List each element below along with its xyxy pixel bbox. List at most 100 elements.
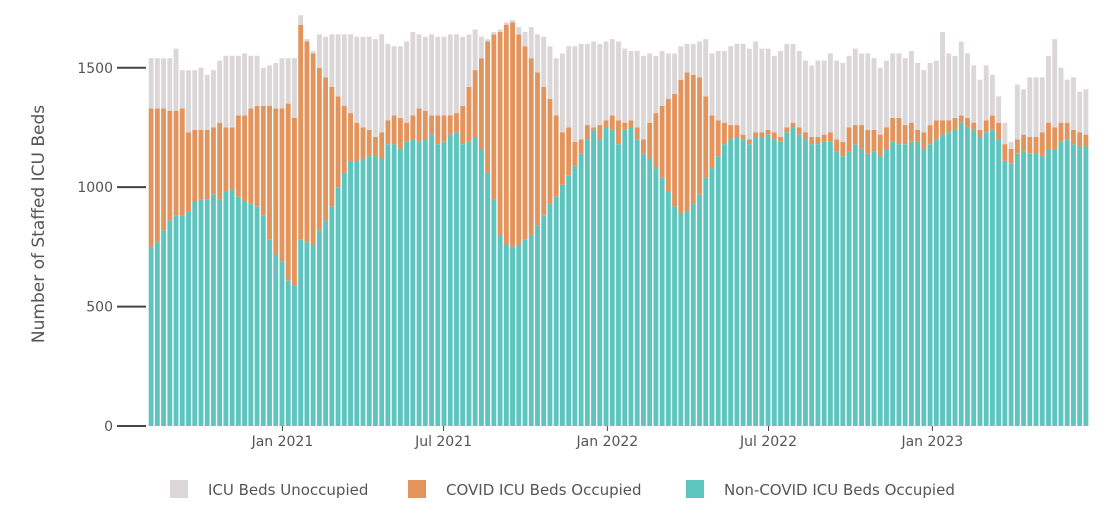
bar-segment-covid-icu-beds-occupied xyxy=(940,120,945,135)
bar-segment-non-covid-icu-beds-occupied xyxy=(454,132,459,426)
bar-segment-covid-icu-beds-occupied xyxy=(603,120,609,128)
bar-segment-covid-icu-beds-occupied xyxy=(179,108,185,216)
bar-segment-icu-beds-unoccupied xyxy=(703,39,709,97)
bar-segment-icu-beds-unoccupied xyxy=(653,55,659,114)
bar-segment-non-covid-icu-beds-occupied xyxy=(341,172,347,426)
bar-segment-non-covid-icu-beds-occupied xyxy=(167,220,173,426)
bar-segment-covid-icu-beds-occupied xyxy=(472,70,478,138)
bar-segment-covid-icu-beds-occupied xyxy=(871,129,877,152)
bar-segment-icu-beds-unoccupied xyxy=(753,41,759,133)
bar-segment-icu-beds-unoccupied xyxy=(410,31,416,116)
bar-segment-covid-icu-beds-occupied xyxy=(703,96,709,178)
bar-segment-covid-icu-beds-occupied xyxy=(659,105,665,178)
bar-segment-non-covid-icu-beds-occupied xyxy=(478,148,484,426)
bar-segment-icu-beds-unoccupied xyxy=(884,60,889,128)
bar-segment-icu-beds-unoccupied xyxy=(1002,122,1008,145)
bar-segment-covid-icu-beds-occupied xyxy=(566,127,572,176)
bar-segment-non-covid-icu-beds-occupied xyxy=(890,141,896,427)
bar-segment-non-covid-icu-beds-occupied xyxy=(728,139,734,426)
bar-segment-covid-icu-beds-occupied xyxy=(933,120,939,140)
bar-segment-icu-beds-unoccupied xyxy=(491,31,497,35)
bar-segment-covid-icu-beds-occupied xyxy=(996,122,1002,140)
bar-segment-covid-icu-beds-occupied xyxy=(329,86,335,207)
bar-segment-icu-beds-unoccupied xyxy=(734,43,740,126)
bar-segment-covid-icu-beds-occupied xyxy=(267,105,272,240)
bar-segment-covid-icu-beds-occupied xyxy=(366,129,372,157)
bar-segment-non-covid-icu-beds-occupied xyxy=(510,246,515,426)
bar-segment-non-covid-icu-beds-occupied xyxy=(254,206,260,426)
bar-segment-icu-beds-unoccupied xyxy=(1058,67,1064,123)
bar-segment-icu-beds-unoccupied xyxy=(840,62,846,142)
bar-segment-covid-icu-beds-occupied xyxy=(260,105,266,216)
bar-segment-non-covid-icu-beds-occupied xyxy=(641,153,646,427)
bar-segment-non-covid-icu-beds-occupied xyxy=(690,203,696,426)
bar-segment-non-covid-icu-beds-occupied xyxy=(703,177,709,426)
bar-segment-covid-icu-beds-occupied xyxy=(641,139,646,154)
bar-segment-icu-beds-unoccupied xyxy=(908,51,914,123)
bar-segment-non-covid-icu-beds-occupied xyxy=(285,280,291,426)
bar-segment-icu-beds-unoccupied xyxy=(547,46,553,99)
y-tick-label: 1500 xyxy=(77,61,113,77)
bar-segment-icu-beds-unoccupied xyxy=(859,53,864,126)
bar-segment-icu-beds-unoccupied xyxy=(634,51,640,128)
bar-segment-icu-beds-unoccupied xyxy=(429,34,434,116)
bar-segment-non-covid-icu-beds-occupied xyxy=(852,144,858,426)
bar-segment-covid-icu-beds-occupied xyxy=(821,134,827,142)
bar-segment-non-covid-icu-beds-occupied xyxy=(547,203,553,426)
bar-segment-icu-beds-unoccupied xyxy=(983,65,989,121)
bar-segment-non-covid-icu-beds-occupied xyxy=(422,139,428,426)
bar-segment-covid-icu-beds-occupied xyxy=(485,41,491,173)
bar-segment-icu-beds-unoccupied xyxy=(397,46,403,118)
bar-segment-covid-icu-beds-occupied xyxy=(778,137,783,142)
bar-segment-covid-icu-beds-occupied xyxy=(248,108,254,204)
bar-segment-icu-beds-unoccupied xyxy=(217,60,223,123)
bar-segment-icu-beds-unoccupied xyxy=(852,48,858,126)
bar-segment-covid-icu-beds-occupied xyxy=(1077,132,1083,147)
bar-segment-icu-beds-unoccupied xyxy=(478,36,484,59)
bar-segment-icu-beds-unoccupied xyxy=(628,51,634,121)
bar-segment-non-covid-icu-beds-occupied xyxy=(466,141,472,427)
bar-segment-covid-icu-beds-occupied xyxy=(211,127,216,195)
bar-segment-covid-icu-beds-occupied xyxy=(516,34,522,245)
bar-segment-covid-icu-beds-occupied xyxy=(1033,137,1039,154)
bar-segment-icu-beds-unoccupied xyxy=(167,58,173,111)
bar-segment-non-covid-icu-beds-occupied xyxy=(591,129,596,427)
bar-segment-icu-beds-unoccupied xyxy=(254,55,260,106)
bar-segment-icu-beds-unoccupied xyxy=(267,65,272,106)
bar-segment-covid-icu-beds-occupied xyxy=(173,110,179,216)
bar-segment-non-covid-icu-beds-occupied xyxy=(884,148,889,426)
bar-segment-icu-beds-unoccupied xyxy=(684,43,690,73)
bar-segment-non-covid-icu-beds-occupied xyxy=(541,215,547,426)
bar-segment-icu-beds-unoccupied xyxy=(1021,89,1026,135)
legend: ICU Beds Unoccupied COVID ICU Beds Occupi… xyxy=(170,480,955,499)
bar-segment-covid-icu-beds-occupied xyxy=(971,122,977,130)
x-tick-label: Jan 2021 xyxy=(251,434,314,450)
bar-segment-covid-icu-beds-occupied xyxy=(217,122,223,200)
bar-segment-icu-beds-unoccupied xyxy=(740,43,746,135)
bar-segment-icu-beds-unoccupied xyxy=(778,51,783,138)
bar-segment-icu-beds-unoccupied xyxy=(422,36,428,111)
bar-segment-covid-icu-beds-occupied xyxy=(429,115,434,135)
bar-segment-non-covid-icu-beds-occupied xyxy=(647,158,653,426)
bar-segment-icu-beds-unoccupied xyxy=(603,41,609,121)
bar-segment-icu-beds-unoccupied xyxy=(697,41,702,78)
bar-segment-non-covid-icu-beds-occupied xyxy=(1027,153,1033,427)
bar-segment-icu-beds-unoccupied xyxy=(235,55,241,116)
bar-segment-non-covid-icu-beds-occupied xyxy=(902,144,908,426)
bar-segment-non-covid-icu-beds-occupied xyxy=(1077,146,1083,426)
bar-segment-non-covid-icu-beds-occupied xyxy=(179,215,185,426)
bar-segment-covid-icu-beds-occupied xyxy=(1021,134,1026,152)
bar-segment-icu-beds-unoccupied xyxy=(809,65,815,138)
bar-segment-icu-beds-unoccupied xyxy=(248,55,254,109)
bar-segment-icu-beds-unoccupied xyxy=(310,51,316,54)
bar-segment-covid-icu-beds-occupied xyxy=(859,125,864,149)
bar-segment-icu-beds-unoccupied xyxy=(746,48,752,140)
bar-segment-non-covid-icu-beds-occupied xyxy=(354,160,360,426)
bar-segment-covid-icu-beds-occupied xyxy=(1008,148,1014,164)
bar-segment-non-covid-icu-beds-occupied xyxy=(971,129,977,427)
bar-segment-icu-beds-unoccupied xyxy=(1070,77,1076,130)
bar-segment-non-covid-icu-beds-occupied xyxy=(441,141,447,427)
y-tick-label: 500 xyxy=(86,300,113,316)
bar-segment-icu-beds-unoccupied xyxy=(989,74,995,116)
bar-segment-covid-icu-beds-occupied xyxy=(497,31,503,235)
